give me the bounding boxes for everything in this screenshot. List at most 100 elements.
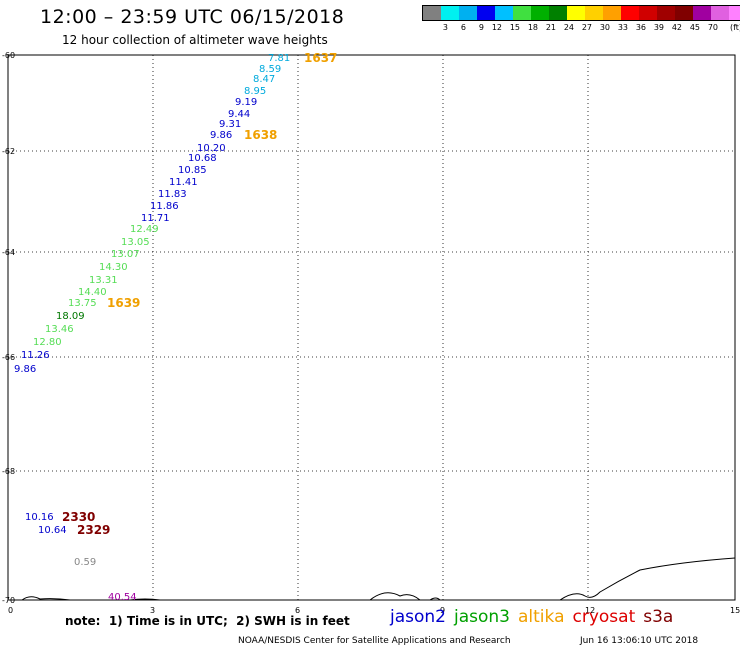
- time-tick-label: 15: [730, 606, 740, 615]
- swh-label: 18.09: [56, 311, 85, 322]
- swh-label: 13.46: [45, 324, 74, 335]
- color-scale-label: 24: [563, 23, 574, 32]
- swh-label: 9.44: [228, 109, 250, 120]
- map-grid: [8, 55, 735, 600]
- swh-label: 11.26: [21, 350, 50, 361]
- swh-label: 12.80: [33, 337, 62, 348]
- swh-label: 8.47: [253, 74, 275, 85]
- color-scale-label: 9: [478, 23, 484, 32]
- swh-label: 8.59: [259, 64, 281, 75]
- color-swatch: [477, 6, 495, 20]
- swh-label: 12.49: [130, 224, 159, 235]
- satellite-legend-item: jason2: [390, 607, 446, 627]
- color-swatch: [693, 6, 711, 20]
- time-tick-label: 6: [295, 606, 300, 615]
- footer-note: note: 1) Time is in UTC; 2) SWH is in fe…: [65, 614, 350, 628]
- time-tick-label: 12: [585, 606, 595, 615]
- color-swatch: [531, 6, 549, 20]
- color-scale-label: 18: [527, 23, 538, 32]
- time-tick-label: 3: [150, 606, 155, 615]
- satellite-legend-item: altika: [518, 607, 565, 627]
- color-scale-label: 12: [491, 23, 502, 32]
- color-scale-label: 3: [442, 23, 448, 32]
- latitude-ticks: -60 -62 -64 -66 -68 -70: [2, 51, 15, 605]
- color-swatch: [639, 6, 657, 20]
- swh-label: 9.86: [210, 130, 232, 141]
- color-swatch: [585, 6, 603, 20]
- satellite-legend-item: jason3: [454, 607, 510, 627]
- color-scale-label: 15: [509, 23, 520, 32]
- map-title: 12:00 – 23:59 UTC 06/15/2018: [40, 6, 345, 28]
- time-tick-label: 0: [8, 606, 13, 615]
- swh-label: 11.83: [158, 189, 187, 200]
- color-swatch: [621, 6, 639, 20]
- swh-label: 14.40: [78, 287, 107, 298]
- color-swatch: [513, 6, 531, 20]
- color-swatch: [441, 6, 459, 20]
- footer-credit: NOAA/NESDIS Center for Satellite Applica…: [238, 636, 511, 646]
- swh-label: 9.19: [235, 97, 257, 108]
- latitude-tick-label: -68: [2, 467, 15, 476]
- color-swatch: [603, 6, 621, 20]
- color-swatch: [459, 6, 477, 20]
- swh-label: 10.16: [25, 512, 54, 523]
- footer-timestamp: Jun 16 13:06:10 UTC 2018: [580, 636, 699, 646]
- color-swatch: [567, 6, 585, 20]
- swh-labels: 7.818.598.478.959.199.449.319.8610.2010.…: [14, 53, 290, 603]
- swh-label: 13.31: [89, 275, 118, 286]
- antarctic-coastline: [8, 557, 736, 601]
- pass-number-label: 2330: [62, 510, 95, 524]
- latitude-tick-label: -64: [2, 248, 15, 257]
- swh-label: 13.05: [121, 237, 150, 248]
- time-tick-label: 9: [440, 606, 445, 615]
- swh-label: 9.31: [219, 119, 241, 130]
- color-scale-unit: (ft): [730, 23, 740, 32]
- pass-number-label: 1639: [107, 296, 140, 310]
- color-scale-label: 45: [689, 23, 700, 32]
- swh-label: 9.86: [14, 364, 36, 375]
- map-frame: [7, 54, 736, 601]
- color-scale-bar: [422, 5, 740, 21]
- swh-label: 13.07: [111, 249, 140, 260]
- color-swatch: [675, 6, 693, 20]
- swh-label: 10.68: [188, 153, 217, 164]
- time-ticks: 0 3 6 9 12 15: [8, 606, 740, 615]
- color-scale-label: 27: [581, 23, 592, 32]
- color-swatch: [711, 6, 729, 20]
- swh-label: 14.30: [99, 262, 128, 273]
- pass-number-label: 2329: [77, 523, 110, 537]
- swh-label: 10.85: [178, 165, 207, 176]
- color-scale-label: 33: [617, 23, 628, 32]
- latitude-tick-label: -62: [2, 147, 15, 156]
- swh-label: 11.86: [150, 201, 179, 212]
- color-swatch: [657, 6, 675, 20]
- swh-label: 40.54: [108, 592, 137, 603]
- color-scale-label: 21: [545, 23, 556, 32]
- pass-number-label: 1637: [304, 51, 337, 65]
- swh-label: 8.95: [244, 86, 266, 97]
- color-swatch: [495, 6, 513, 20]
- color-swatch: [423, 6, 441, 20]
- map-subtitle: 12 hour collection of altimeter wave hei…: [62, 33, 328, 47]
- swh-label: 0.59: [74, 557, 96, 568]
- color-scale-label: 70: [707, 23, 718, 32]
- color-scale-label: 39: [653, 23, 664, 32]
- color-scale-label: 36: [635, 23, 646, 32]
- latitude-tick-label: -66: [2, 353, 15, 362]
- latitude-tick-label: -60: [2, 51, 15, 60]
- swh-label: 11.71: [141, 213, 170, 224]
- latitude-tick-label: -70: [2, 596, 15, 605]
- satellite-legend-item: cryosat: [572, 607, 636, 627]
- color-scale-label: 30: [599, 23, 610, 32]
- swh-label: 10.64: [38, 525, 67, 536]
- color-swatch: [729, 6, 740, 20]
- satellite-legend-item: s3a: [643, 607, 674, 627]
- swh-label: 13.75: [68, 298, 97, 309]
- color-swatch: [549, 6, 567, 20]
- pass-number-label: 1638: [244, 128, 277, 142]
- color-scale-label: 42: [671, 23, 682, 32]
- swh-label: 7.81: [268, 53, 290, 64]
